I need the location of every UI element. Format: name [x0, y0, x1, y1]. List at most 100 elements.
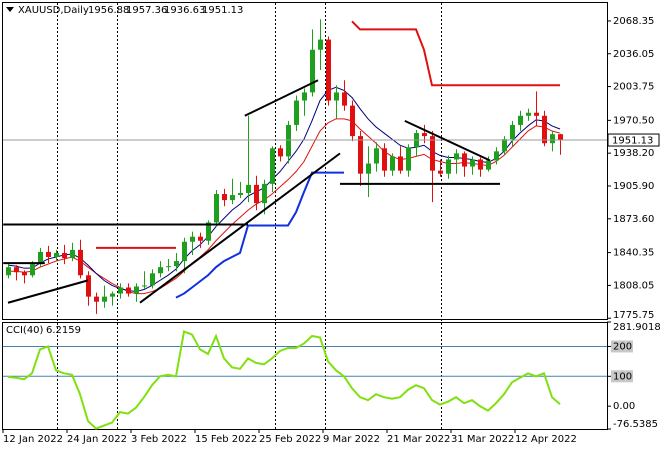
current-price-label: 1951.13 — [612, 136, 653, 147]
candle-body — [214, 194, 219, 223]
y-tick-label: 2068.35 — [613, 16, 654, 27]
current-price-box — [607, 133, 660, 147]
candle-body — [142, 285, 147, 287]
candle-body — [502, 139, 507, 152]
candle-body — [382, 148, 387, 171]
candle-body — [62, 252, 67, 259]
ohlc-high: 1957.36 — [126, 5, 167, 16]
candle-body — [510, 124, 515, 140]
candle-body — [38, 251, 43, 265]
cci-title: CCI(40) — [6, 325, 44, 336]
candle-body — [254, 184, 259, 204]
trend-line — [7, 279, 89, 304]
candle-body — [542, 115, 547, 144]
candle-body — [398, 156, 403, 171]
candle-body — [358, 136, 363, 174]
candle-body — [518, 115, 523, 125]
candle-body — [78, 249, 83, 276]
candle-body — [486, 160, 491, 170]
price-pane-frame — [2, 2, 608, 320]
candle-body — [166, 266, 171, 268]
x-tick-label: 31 Mar 2022 — [451, 434, 514, 445]
x-tick-label: 24 Jan 2022 — [67, 434, 127, 445]
menu-triangle[interactable] — [6, 7, 14, 12]
candle-body — [70, 249, 75, 259]
y-tick-label: 1970.50 — [613, 115, 654, 126]
level-label-box — [611, 370, 633, 383]
candle-body — [374, 148, 379, 164]
ohlc-close: 1951.13 — [202, 5, 243, 16]
candle-body — [526, 112, 531, 116]
candle-body — [198, 236, 203, 241]
y-tick-label: 2036.05 — [613, 49, 654, 60]
x-tick-label: 25 Feb 2022 — [259, 434, 321, 445]
candle-body — [430, 136, 435, 171]
candle-body — [238, 192, 243, 196]
x-tick-label: 9 Mar 2022 — [323, 434, 380, 445]
candle-body — [494, 151, 499, 161]
candle-body — [54, 252, 59, 258]
indicator-line — [7, 86, 561, 293]
candle-body — [30, 264, 35, 276]
candle-body — [14, 267, 19, 273]
y-tick-label: 281.9018 — [613, 322, 660, 333]
candle-body — [158, 267, 163, 274]
candle-body — [230, 195, 235, 201]
candle-body — [22, 272, 27, 276]
candle-body — [86, 275, 91, 297]
candle-body — [126, 287, 131, 294]
candle-body — [102, 296, 107, 302]
trend-line — [139, 152, 341, 304]
indicator-line — [175, 171, 344, 299]
candle-body — [326, 39, 331, 101]
x-tick-label: 21 Mar 2022 — [387, 434, 450, 445]
candle-body — [534, 112, 539, 116]
y-tick-label: 1873.60 — [613, 214, 654, 225]
candle-body — [454, 153, 459, 160]
candle-body — [134, 286, 139, 294]
candle-body — [94, 296, 99, 302]
y-tick-label: 1775.75 — [613, 310, 654, 321]
candle-body — [206, 222, 211, 241]
candle-body — [334, 92, 339, 101]
trend-line — [404, 119, 491, 162]
candle-body — [310, 49, 315, 93]
y-tick-label: 2003.75 — [613, 82, 654, 93]
indicator-line — [7, 330, 561, 430]
candle-body — [550, 134, 555, 144]
candle-body — [190, 236, 195, 242]
y-tick-label: -76.5385 — [613, 419, 658, 430]
indicator-line — [96, 20, 560, 249]
x-tick-label: 12 Apr 2022 — [515, 434, 577, 445]
candle-body — [350, 105, 355, 137]
x-tick-label: 3 Feb 2022 — [131, 434, 187, 445]
candle-body — [318, 39, 323, 50]
cci-value: 6.2159 — [46, 325, 81, 336]
y-tick-label: 1808.05 — [613, 280, 654, 291]
candle-body — [302, 92, 307, 101]
x-tick-label: 12 Jan 2022 — [3, 434, 63, 445]
trend-line — [244, 79, 319, 117]
candle-body — [406, 147, 411, 171]
candle-body — [438, 170, 443, 174]
level-label-box — [611, 340, 633, 353]
candle-body — [390, 156, 395, 171]
ohlc-low: 1936.63 — [164, 5, 205, 16]
ohlc-open: 1956.88 — [88, 5, 129, 16]
candle-body — [286, 124, 291, 157]
candle-body — [478, 159, 483, 170]
candle-body — [174, 261, 179, 267]
candle-body — [46, 251, 51, 258]
indicator-line — [8, 118, 561, 295]
candle-body — [278, 148, 283, 157]
candle-body — [446, 159, 451, 174]
y-tick-label: 1938.20 — [613, 148, 654, 159]
y-tick-label: 200 — [613, 341, 632, 352]
candle-body — [422, 133, 427, 137]
candle-body — [342, 92, 347, 106]
candle-body — [110, 293, 115, 297]
candle-body — [294, 100, 299, 125]
candle-body — [558, 134, 563, 141]
candle-body — [150, 273, 155, 286]
